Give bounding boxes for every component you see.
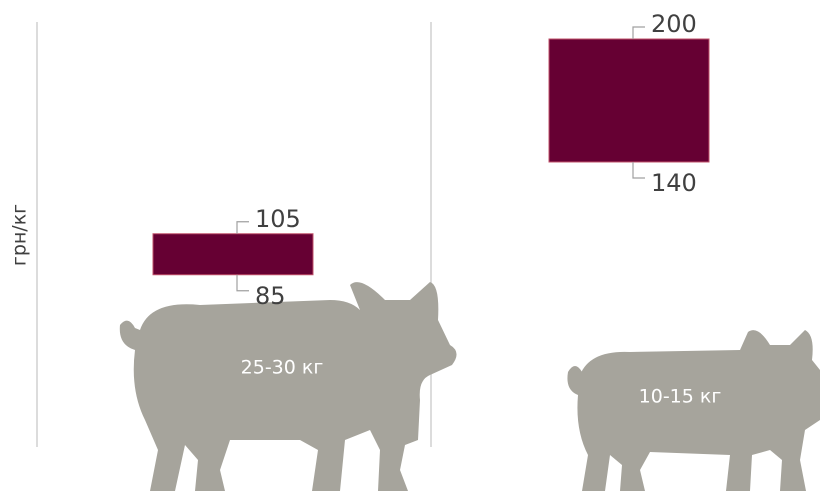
value-label: 105: [255, 205, 301, 233]
category-label: 25-30 кг: [241, 357, 324, 379]
category-label: 10-15 кг: [639, 386, 722, 408]
value-label: 85: [255, 282, 286, 310]
value-label: 140: [651, 169, 697, 197]
leader-line: [632, 162, 645, 179]
pig-silhouette: [567, 330, 820, 491]
leader-line: [632, 26, 645, 39]
value-label: 200: [651, 10, 697, 38]
pig-silhouette: [119, 282, 457, 491]
range-bar: [152, 233, 314, 276]
leader-line: [236, 221, 249, 234]
leader-line: [236, 274, 249, 292]
y-axis-label: грн/кг: [9, 204, 31, 266]
range-bar: [548, 38, 710, 163]
